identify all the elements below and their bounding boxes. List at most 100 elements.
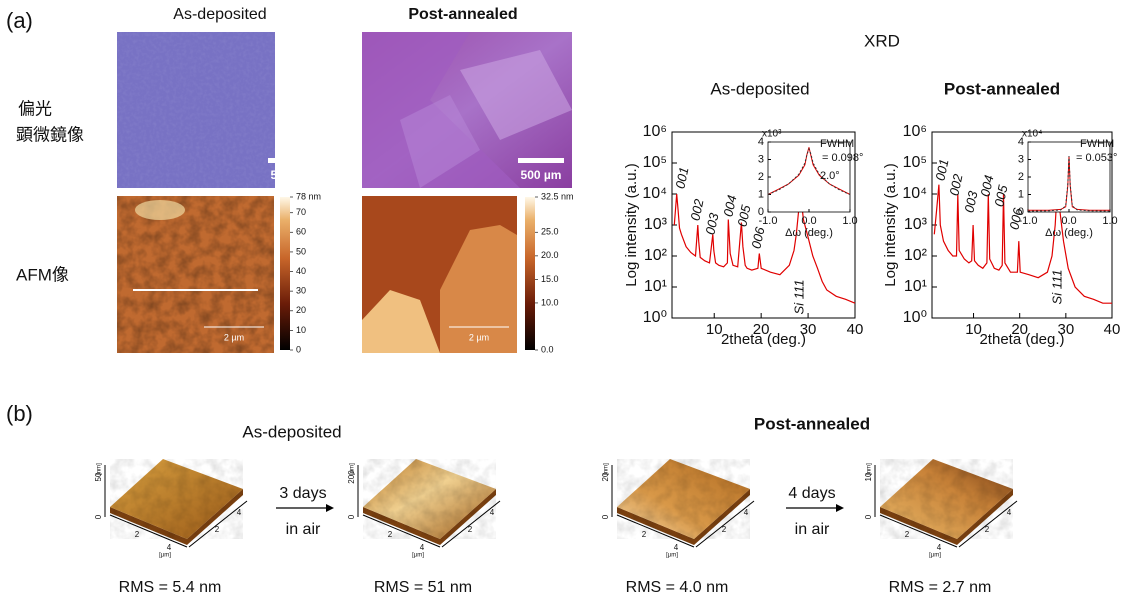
rms-label: RMS = 51 nm — [374, 579, 472, 596]
inset-x-tick-label: -1.0 — [759, 215, 778, 227]
inset-annotation: 2.0° — [820, 170, 840, 182]
xy-unit: [µm] — [929, 553, 941, 559]
xrd-curve — [673, 193, 856, 304]
z-tick-label: 50 — [94, 472, 103, 481]
z-tick-label: 0 — [601, 514, 610, 519]
z-unit: [nm] — [350, 463, 356, 475]
x-tick-label: 2 — [642, 530, 647, 539]
texture — [117, 32, 275, 188]
terrace — [362, 290, 440, 353]
peak-label: 005 — [734, 203, 753, 228]
column-title: Post-annealed — [408, 6, 517, 23]
scale-bar-label: 2 µm — [224, 332, 244, 342]
y-axis — [695, 500, 755, 548]
y-axis-label: Log intensity (a.u.) — [623, 163, 640, 286]
peak-label: 002 — [687, 197, 706, 222]
afm-3d-surface-texture — [110, 459, 243, 539]
peak-label: 002 — [946, 172, 965, 197]
x-tick-label: 30 — [1058, 321, 1075, 338]
inset-x-tick-label: 1.0 — [842, 215, 857, 227]
inset-x-tick-label: 0.0 — [1061, 215, 1076, 227]
inset-frame — [1027, 141, 1111, 213]
inset-multiplier: x10³ — [762, 129, 782, 140]
feature — [135, 200, 185, 220]
y-tick-label: 10³ — [904, 216, 928, 233]
arrow-head — [326, 504, 334, 512]
colorbar-label: 32.5 nm — [541, 191, 574, 201]
inset-y-tick-label: 2 — [1018, 171, 1024, 183]
inset-annotation: = 0.053° — [1076, 152, 1117, 164]
inset-annotation: FWHM — [820, 138, 854, 150]
colorbar-label: 0 — [296, 344, 301, 354]
colorbar-label: 70 — [296, 207, 306, 217]
x-axis — [879, 514, 958, 548]
y-tick-label: 10⁵ — [643, 154, 667, 171]
inset-x-tick-label: 0.0 — [801, 215, 816, 227]
chart-title: As-deposited — [710, 79, 809, 98]
afm-3d-side — [363, 489, 496, 545]
z-tick-label: 0 — [864, 514, 873, 519]
scale-bar — [268, 158, 314, 163]
domain — [400, 95, 480, 188]
y-tick-label: 4 — [1007, 508, 1012, 517]
y-tick-label: 10⁰ — [903, 309, 927, 326]
x-tick-label: 10 — [706, 321, 723, 338]
y-tick-label: 10⁰ — [643, 309, 667, 326]
y-tick-label: 10⁴ — [902, 185, 927, 202]
inset-y-tick-label: 1 — [1018, 188, 1024, 200]
group-title: Post-annealed — [754, 414, 870, 433]
y-axis — [441, 500, 501, 548]
y-tick-label: 2 — [215, 525, 220, 534]
domain — [460, 50, 572, 140]
colorbar-label: 50 — [296, 246, 306, 256]
inset-frame — [767, 141, 851, 213]
y-tick-label: 10¹ — [644, 278, 667, 295]
z-tick-label: 10 — [864, 472, 873, 481]
inset-y-tick-label: 4 — [1018, 136, 1024, 148]
colorbar-label: 20.0 — [541, 250, 559, 260]
xy-unit: [µm] — [412, 553, 424, 559]
inset-y-tick-label: 0 — [1018, 206, 1024, 218]
terrace — [440, 225, 517, 353]
afm-3d-side — [110, 489, 243, 545]
afm-3d-surface-texture — [880, 459, 1013, 539]
afm-3d-surface-texture — [617, 459, 750, 539]
colorbar-label: 40 — [296, 266, 306, 276]
panel-label: (a) — [6, 8, 33, 33]
x-tick-label: 20 — [753, 321, 770, 338]
scale-bar-label: 500 µm — [271, 168, 312, 182]
x-tick-label: 4 — [937, 543, 942, 552]
scale-bar — [518, 158, 564, 163]
arrow-label: 3 days — [279, 485, 326, 502]
peak-label: 004 — [977, 174, 996, 198]
inset-y-tick-label: 2 — [758, 171, 764, 183]
domain — [362, 32, 520, 188]
peak-label: 004 — [720, 194, 739, 218]
y-tick-label: 10¹ — [904, 278, 927, 295]
x-axis — [109, 514, 188, 548]
colorbar-label: 10 — [296, 325, 306, 335]
peak-label: 006 — [748, 225, 767, 250]
z-tick-label: 0 — [347, 514, 356, 519]
y-tick-label: 2 — [468, 525, 473, 534]
x-tick-label: 4 — [674, 543, 679, 552]
arrow-head — [836, 504, 844, 512]
x-tick-label: 40 — [847, 321, 864, 338]
y-tick-label: 10³ — [644, 216, 668, 233]
colorbar-label: 78 nm — [296, 191, 321, 201]
row-label: AFM像 — [16, 265, 69, 284]
y-tick-label: 2 — [985, 525, 990, 534]
inset-y-tick-label: 0 — [758, 206, 764, 218]
inset-x-label: Δω (deg.) — [785, 227, 833, 239]
x-tick-label: 10 — [965, 321, 982, 338]
x-tick-label: 2 — [388, 530, 393, 539]
colorbar — [525, 197, 535, 350]
z-unit: [nm] — [97, 463, 103, 475]
rms-label: RMS = 4.0 nm — [626, 579, 729, 596]
x-axis-label: 2theta (deg.) — [721, 331, 806, 348]
arrow-label: in air — [795, 521, 830, 538]
arrow-label: 4 days — [788, 485, 835, 502]
xy-unit: [µm] — [666, 553, 678, 559]
inset-x-label: Δω (deg.) — [1045, 227, 1093, 239]
